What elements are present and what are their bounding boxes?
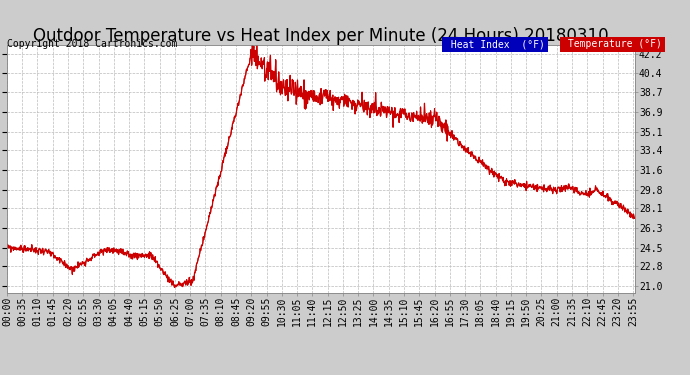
Text: Temperature (°F): Temperature (°F) <box>562 39 662 50</box>
Text: Copyright 2018 Cartronics.com: Copyright 2018 Cartronics.com <box>7 39 177 50</box>
Title: Outdoor Temperature vs Heat Index per Minute (24 Hours) 20180310: Outdoor Temperature vs Heat Index per Mi… <box>33 27 609 45</box>
Text: Heat Index  (°F): Heat Index (°F) <box>445 39 545 50</box>
